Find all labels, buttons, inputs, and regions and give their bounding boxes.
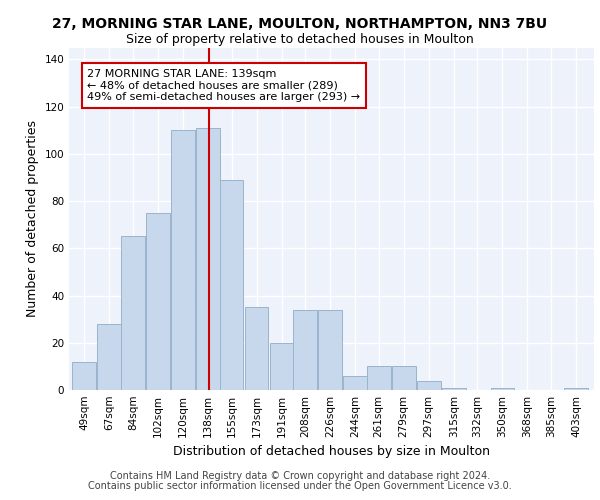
Bar <box>73 362 96 390</box>
Bar <box>171 130 194 390</box>
Bar <box>564 388 588 390</box>
Bar <box>491 388 514 390</box>
Bar <box>442 388 466 390</box>
Bar <box>392 366 416 390</box>
Bar <box>121 236 145 390</box>
Text: Size of property relative to detached houses in Moulton: Size of property relative to detached ho… <box>126 32 474 46</box>
Bar <box>293 310 317 390</box>
Bar <box>245 308 268 390</box>
Y-axis label: Number of detached properties: Number of detached properties <box>26 120 39 318</box>
Bar <box>146 213 170 390</box>
Text: 27, MORNING STAR LANE, MOULTON, NORTHAMPTON, NN3 7BU: 27, MORNING STAR LANE, MOULTON, NORTHAMP… <box>52 18 548 32</box>
Bar <box>220 180 244 390</box>
Text: Contains public sector information licensed under the Open Government Licence v3: Contains public sector information licen… <box>88 481 512 491</box>
Bar <box>97 324 121 390</box>
Bar <box>417 380 440 390</box>
Bar <box>196 128 220 390</box>
Bar <box>269 343 293 390</box>
Bar <box>319 310 342 390</box>
Text: Contains HM Land Registry data © Crown copyright and database right 2024.: Contains HM Land Registry data © Crown c… <box>110 471 490 481</box>
Bar <box>367 366 391 390</box>
X-axis label: Distribution of detached houses by size in Moulton: Distribution of detached houses by size … <box>173 446 490 458</box>
Text: 27 MORNING STAR LANE: 139sqm
← 48% of detached houses are smaller (289)
49% of s: 27 MORNING STAR LANE: 139sqm ← 48% of de… <box>87 69 360 102</box>
Bar <box>343 376 367 390</box>
